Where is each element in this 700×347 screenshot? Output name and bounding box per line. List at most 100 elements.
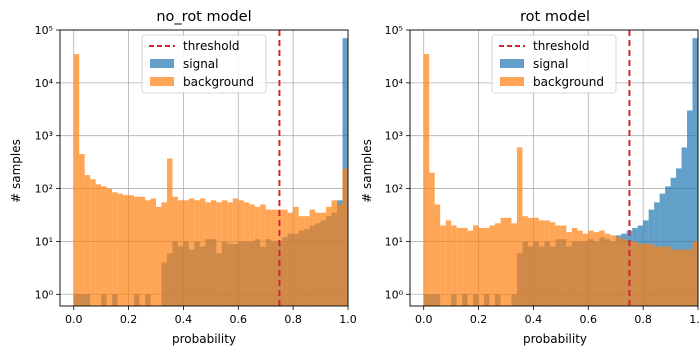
background-bar bbox=[599, 230, 605, 306]
y-tick-label: 10² bbox=[35, 183, 53, 196]
x-tick-label: 1.0 bbox=[689, 313, 700, 326]
background-bar bbox=[555, 225, 561, 306]
background-bar bbox=[451, 225, 457, 306]
background-bar bbox=[670, 249, 677, 306]
background-bar bbox=[500, 217, 506, 306]
x-tick-label: 1.0 bbox=[339, 313, 357, 326]
y-axis-label: # samples bbox=[360, 139, 374, 203]
background-bar bbox=[577, 230, 583, 306]
background-bar bbox=[506, 217, 512, 306]
background-bar bbox=[287, 212, 294, 306]
background-bar bbox=[128, 195, 135, 306]
panel-title: no_rot model bbox=[156, 9, 251, 25]
signal-bar bbox=[676, 168, 682, 306]
background-bar bbox=[276, 209, 283, 306]
background-bar bbox=[210, 200, 217, 306]
background-bar bbox=[79, 154, 85, 306]
y-tick-label: 10³ bbox=[35, 130, 53, 143]
legend-threshold-label: threshold bbox=[183, 39, 240, 53]
background-bar bbox=[522, 216, 528, 306]
legend-signal-label: signal bbox=[183, 57, 219, 71]
background-bar bbox=[337, 204, 343, 306]
background-bar bbox=[495, 223, 501, 306]
signal-bar bbox=[687, 110, 693, 306]
axes-frame bbox=[409, 29, 699, 307]
background-bar bbox=[73, 54, 80, 307]
background-bar bbox=[604, 233, 611, 306]
background-bar bbox=[101, 186, 107, 306]
legend-signal-swatch bbox=[150, 59, 174, 68]
y-tick-label: 10⁴ bbox=[35, 77, 54, 90]
y-tick-label: 10⁵ bbox=[35, 24, 53, 37]
y-tick-label: 10⁰ bbox=[35, 288, 54, 301]
background-bar bbox=[566, 232, 572, 306]
background-bar bbox=[588, 230, 594, 306]
signal-bar bbox=[681, 147, 688, 306]
background-bar bbox=[238, 200, 244, 306]
axes-frame bbox=[59, 29, 349, 307]
background-bar bbox=[538, 220, 545, 306]
background-bar bbox=[516, 147, 523, 306]
background-bar bbox=[227, 202, 233, 306]
y-tick-label: 10⁴ bbox=[385, 77, 404, 90]
background-bar bbox=[199, 198, 206, 306]
background-bar bbox=[216, 202, 222, 306]
background-bar bbox=[139, 196, 146, 306]
y-tick-label: 10¹ bbox=[385, 235, 403, 248]
background-bar bbox=[221, 200, 228, 306]
background-bar bbox=[161, 202, 167, 306]
background-bar bbox=[637, 243, 644, 306]
x-axis-label: probability bbox=[172, 332, 236, 346]
background-bar bbox=[298, 216, 305, 306]
x-tick-label: 0.6 bbox=[230, 313, 248, 326]
x-tick-label: 0.0 bbox=[415, 313, 433, 326]
background-bar bbox=[293, 206, 299, 306]
legend-background-swatch bbox=[150, 77, 174, 86]
x-tick-label: 0.6 bbox=[580, 313, 598, 326]
background-bar bbox=[232, 198, 239, 306]
panel-no-rot: no_rot model 0.0 0.2 0.4 0.6 0.8 1.0 10⁰10¹10… bbox=[9, 9, 357, 346]
y-ticks: 10⁰ 10¹ 10² 10³ 10⁴ 10⁵ bbox=[35, 24, 60, 301]
x-ticks: 0.0 0.2 0.4 0.6 0.8 1.0 bbox=[415, 306, 700, 326]
background-bar bbox=[95, 184, 102, 306]
legend-signal-swatch bbox=[500, 59, 524, 68]
x-tick-label: 0.8 bbox=[284, 313, 302, 326]
background-bar bbox=[150, 198, 156, 306]
background-bar bbox=[423, 54, 430, 307]
background-bar bbox=[533, 217, 539, 306]
legend-background-label: background bbox=[533, 75, 604, 89]
background-bar bbox=[654, 246, 660, 306]
background-bar bbox=[177, 200, 184, 306]
background-bar bbox=[643, 243, 649, 306]
panel-title: rot model bbox=[520, 9, 590, 25]
x-tick-label: 0.8 bbox=[634, 313, 652, 326]
background-bar bbox=[254, 206, 261, 306]
signal-bar bbox=[670, 177, 677, 306]
background-bar bbox=[676, 249, 682, 306]
background-bar bbox=[571, 227, 578, 306]
background-bar bbox=[282, 209, 288, 306]
background-bar bbox=[665, 246, 671, 306]
background-bar bbox=[194, 200, 200, 306]
legend-threshold-label: threshold bbox=[533, 39, 590, 53]
background-bar bbox=[429, 172, 435, 306]
background-bar bbox=[467, 230, 474, 306]
x-tick-label: 0.2 bbox=[470, 313, 488, 326]
y-tick-label: 10⁰ bbox=[385, 288, 404, 301]
background-bar bbox=[112, 192, 118, 306]
y-ticks: 10⁰ 10¹ 10² 10³ 10⁴ 10⁵ bbox=[385, 24, 410, 301]
signal-bar bbox=[692, 38, 698, 306]
y-tick-label: 10³ bbox=[385, 130, 403, 143]
background-bar bbox=[342, 168, 348, 306]
background-bar bbox=[434, 204, 441, 306]
background-bar bbox=[326, 206, 332, 306]
background-bar bbox=[484, 227, 490, 306]
background-bar bbox=[172, 196, 178, 306]
background-bar bbox=[511, 223, 517, 306]
background-bar bbox=[205, 202, 211, 306]
background-bar bbox=[156, 206, 162, 306]
background-bar bbox=[90, 179, 96, 306]
x-tick-label: 0.2 bbox=[120, 313, 138, 326]
background-bar bbox=[593, 232, 600, 306]
background-bar bbox=[188, 198, 195, 306]
